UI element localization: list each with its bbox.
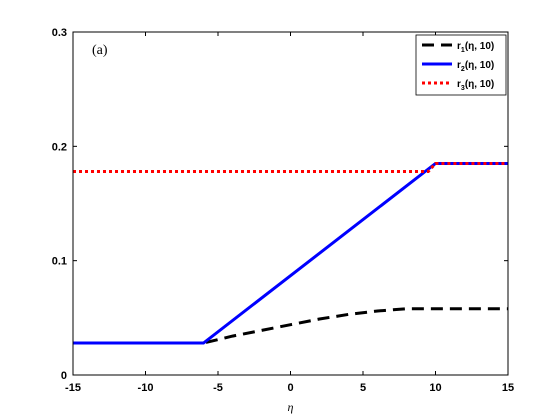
panel-label: (a) <box>92 43 108 58</box>
x-tick-label: -10 <box>138 382 154 394</box>
x-tick-label: 0 <box>287 382 293 394</box>
x-tick-label: 5 <box>360 382 366 394</box>
x-tick-label: -5 <box>213 382 223 394</box>
x-tick-label: -15 <box>65 382 81 394</box>
x-axis-label: η <box>288 400 294 414</box>
series-line <box>73 162 508 173</box>
y-tick-label: 0.2 <box>52 141 67 153</box>
legend-label: r1(η, 10) <box>457 41 494 54</box>
x-tick-label: 10 <box>429 382 441 394</box>
x-tick-label: 15 <box>502 382 514 394</box>
legend-label: r3(η, 10) <box>457 79 494 92</box>
legend-label: r2(η, 10) <box>457 60 494 73</box>
y-tick-label: 0.1 <box>52 256 67 268</box>
legend: r1(η, 10) r2(η, 10) r3(η, 10) <box>415 34 507 96</box>
series-layer <box>73 162 508 345</box>
y-tick-label: 0.3 <box>52 27 67 39</box>
series-line <box>73 307 508 345</box>
y-tick-label: 0 <box>61 370 67 382</box>
